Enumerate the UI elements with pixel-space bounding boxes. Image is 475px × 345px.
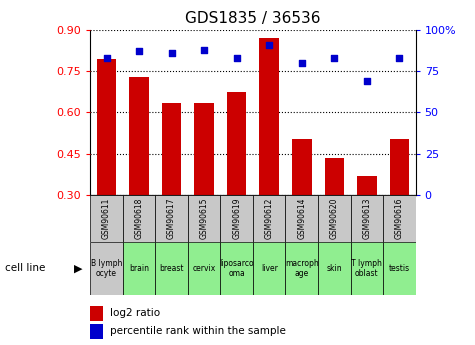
Text: macroph
age: macroph age: [285, 258, 319, 278]
Bar: [155, 195, 188, 242]
Bar: [188, 195, 220, 242]
Bar: [390, 139, 409, 195]
Text: percentile rank within the sample: percentile rank within the sample: [110, 326, 286, 336]
Text: liver: liver: [261, 264, 278, 273]
Bar: [383, 241, 416, 295]
Text: brain: brain: [129, 264, 149, 273]
Point: [135, 49, 143, 54]
Point: [396, 55, 403, 61]
Bar: [357, 176, 377, 195]
Point: [266, 42, 273, 48]
Bar: [90, 306, 103, 321]
Bar: [90, 195, 123, 242]
Bar: [90, 241, 123, 295]
Text: GSM90614: GSM90614: [297, 197, 306, 239]
Bar: [318, 241, 351, 295]
Point: [233, 55, 240, 61]
Text: GSM90618: GSM90618: [134, 198, 143, 239]
Bar: [285, 241, 318, 295]
Point: [331, 55, 338, 61]
Bar: [220, 241, 253, 295]
Text: testis: testis: [389, 264, 410, 273]
Bar: [162, 103, 181, 195]
Bar: [318, 195, 351, 242]
Point: [103, 55, 110, 61]
Point: [298, 60, 305, 66]
Bar: [123, 195, 155, 242]
Text: B lymph
ocyte: B lymph ocyte: [91, 258, 122, 278]
Text: GSM90620: GSM90620: [330, 197, 339, 239]
Bar: [155, 241, 188, 295]
Text: ▶: ▶: [74, 263, 82, 273]
Text: T lymph
oblast: T lymph oblast: [352, 258, 382, 278]
Text: liposarco
oma: liposarco oma: [219, 258, 254, 278]
Text: GSM90611: GSM90611: [102, 198, 111, 239]
Text: log2 ratio: log2 ratio: [110, 308, 160, 318]
Bar: [188, 241, 220, 295]
Text: GSM90619: GSM90619: [232, 197, 241, 239]
Text: cervix: cervix: [192, 264, 216, 273]
Text: cell line: cell line: [5, 263, 45, 273]
Bar: [351, 195, 383, 242]
Point: [168, 50, 175, 56]
Text: GSM90613: GSM90613: [362, 197, 371, 239]
Bar: [220, 195, 253, 242]
Point: [200, 47, 208, 52]
Bar: [123, 241, 155, 295]
Text: GSM90612: GSM90612: [265, 198, 274, 239]
Bar: [129, 77, 149, 195]
Text: breast: breast: [159, 264, 184, 273]
Text: GSM90617: GSM90617: [167, 197, 176, 239]
Bar: [194, 103, 214, 195]
Bar: [285, 195, 318, 242]
Point: [363, 78, 371, 84]
Bar: [292, 139, 312, 195]
Bar: [253, 195, 285, 242]
Bar: [259, 38, 279, 195]
Text: GSM90616: GSM90616: [395, 197, 404, 239]
Title: GDS1835 / 36536: GDS1835 / 36536: [185, 11, 321, 26]
Bar: [351, 241, 383, 295]
Bar: [324, 158, 344, 195]
Bar: [97, 59, 116, 195]
Bar: [227, 92, 247, 195]
Bar: [253, 241, 285, 295]
Text: skin: skin: [326, 264, 342, 273]
Bar: [90, 324, 103, 338]
Text: GSM90615: GSM90615: [200, 197, 209, 239]
Bar: [383, 195, 416, 242]
